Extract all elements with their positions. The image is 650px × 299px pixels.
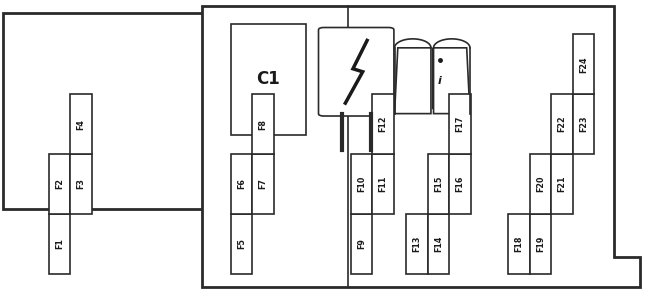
FancyBboxPatch shape (318, 28, 394, 116)
Text: F4: F4 (77, 119, 85, 129)
Text: F11: F11 (379, 176, 387, 192)
Text: F9: F9 (358, 238, 366, 249)
Polygon shape (434, 48, 470, 114)
Text: F13: F13 (413, 236, 421, 252)
Text: i: i (438, 76, 442, 86)
Text: F15: F15 (434, 176, 443, 192)
Bar (406, 214, 428, 274)
Bar (3, 13, 205, 209)
Polygon shape (395, 48, 431, 114)
Bar (351, 214, 372, 274)
Text: F22: F22 (558, 116, 566, 132)
Bar (252, 94, 274, 154)
Bar (428, 214, 449, 274)
Bar (252, 154, 274, 214)
Text: F2: F2 (55, 179, 64, 189)
Polygon shape (202, 6, 640, 287)
Text: F24: F24 (579, 56, 588, 73)
Bar (372, 94, 394, 154)
Bar (70, 94, 92, 154)
Text: F7: F7 (259, 179, 267, 189)
Text: F23: F23 (579, 116, 588, 132)
Bar (573, 94, 594, 154)
Bar (231, 24, 306, 135)
Text: F12: F12 (379, 116, 387, 132)
Text: F21: F21 (558, 176, 566, 192)
Bar (49, 154, 70, 214)
Text: F5: F5 (237, 238, 246, 249)
Text: F6: F6 (237, 179, 246, 189)
Bar (449, 154, 471, 214)
Text: F1: F1 (55, 238, 64, 249)
Text: C1: C1 (256, 70, 280, 88)
Text: F10: F10 (358, 176, 366, 192)
Text: F17: F17 (456, 116, 464, 132)
Bar (551, 94, 573, 154)
Text: F20: F20 (536, 176, 545, 192)
Bar (351, 154, 372, 214)
Bar (551, 154, 573, 214)
Bar (231, 154, 252, 214)
Bar (70, 154, 92, 214)
Bar (508, 214, 530, 274)
Text: F16: F16 (456, 176, 464, 192)
Text: F14: F14 (434, 236, 443, 252)
Bar (428, 154, 449, 214)
Text: F19: F19 (536, 236, 545, 252)
Bar (530, 214, 551, 274)
Text: F8: F8 (259, 119, 267, 129)
Bar (49, 214, 70, 274)
Text: F18: F18 (515, 235, 523, 252)
Bar (530, 154, 551, 214)
Bar (372, 154, 394, 214)
Bar (231, 214, 252, 274)
Text: F3: F3 (77, 179, 85, 189)
Bar (449, 94, 471, 154)
Bar (573, 34, 594, 94)
